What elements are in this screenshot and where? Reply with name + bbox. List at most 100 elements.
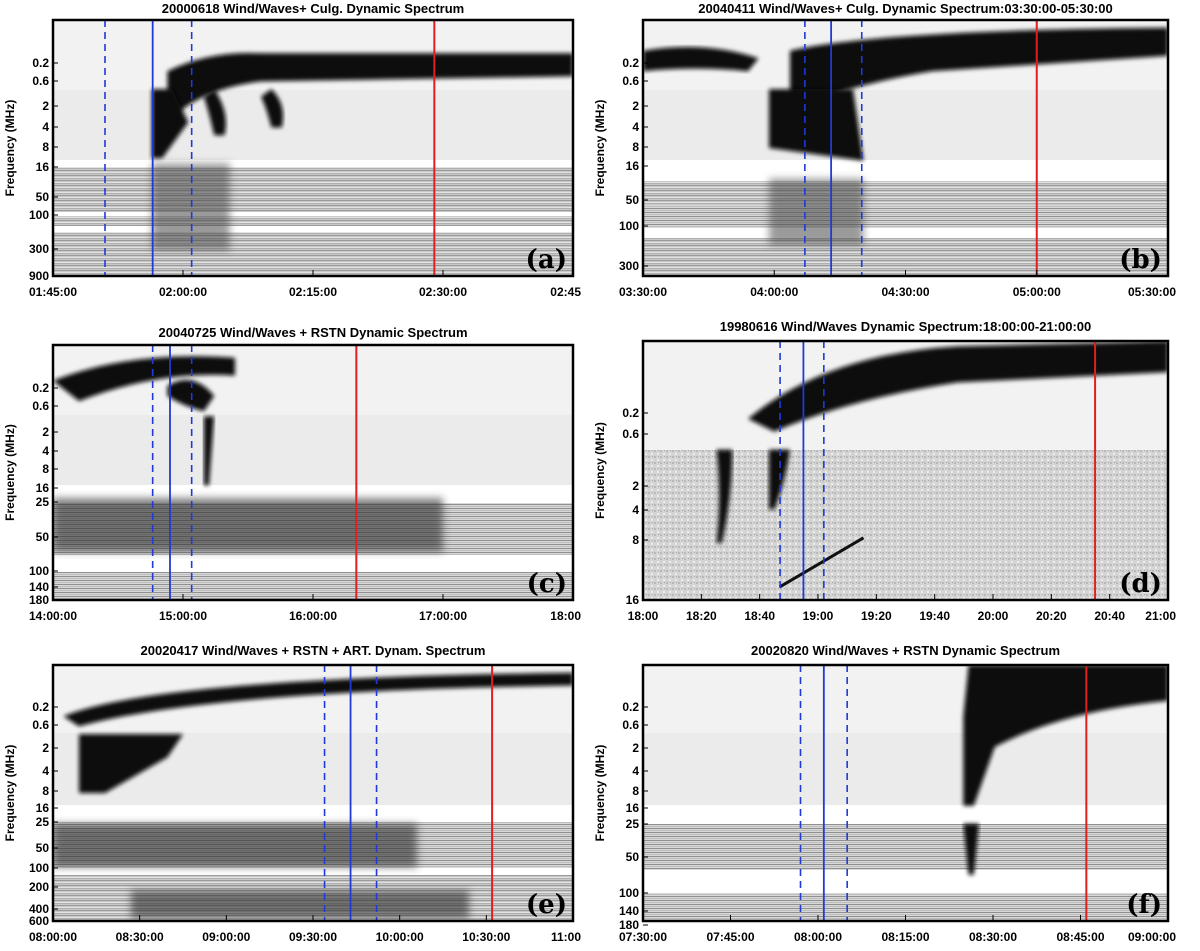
y-tick-label: 16 (626, 801, 640, 815)
spectrogram (643, 341, 1168, 600)
panel-letter: (d) (1119, 569, 1162, 599)
frequency-band (643, 181, 1168, 205)
x-tick-label: 08:00:00 (794, 930, 842, 944)
panel-letter: (b) (1119, 245, 1162, 275)
x-tick-label: 19:00 (803, 609, 834, 623)
x-tick-label: 02:45 (550, 285, 581, 299)
x-tick-label: 04:00:00 (750, 285, 798, 299)
y-tick-label: 16 (626, 593, 640, 607)
frequency-band (53, 90, 573, 160)
radio-burst (643, 46, 759, 72)
y-tick-label: 180 (29, 593, 49, 607)
y-tick-label: 0.2 (622, 56, 639, 70)
y-tick-label: 140 (29, 580, 49, 594)
y-tick-label: 100 (29, 564, 49, 578)
y-tick-label: 100 (619, 886, 639, 900)
radio-burst (151, 89, 189, 159)
y-tick-label: 180 (619, 918, 639, 932)
x-tick-label: 09:30:00 (289, 930, 337, 944)
frequency-band (53, 212, 573, 216)
panel-title: 20020820 Wind/Waves + RSTN Dynamic Spect… (751, 643, 1060, 658)
frequency-band (643, 238, 1168, 276)
frequency-band (643, 90, 1168, 160)
radio-burst (769, 89, 864, 161)
y-tick-label: 100 (29, 208, 49, 222)
y-tick-label: 50 (626, 193, 640, 207)
x-tick-label: 07:30:00 (619, 930, 667, 944)
y-tick-label: 2 (42, 99, 49, 113)
y-axis-label: Frequency (MHz) (3, 100, 17, 197)
x-tick-label: 21:00 (1145, 609, 1176, 623)
panel-b: 20040411 Wind/Waves+ Culg. Dynamic Spect… (593, 1, 1176, 299)
y-tick-label: 4 (42, 764, 49, 778)
y-tick-label: 2 (42, 425, 49, 439)
y-tick-label: 4 (632, 503, 639, 517)
x-tick-label: 20:20 (1036, 609, 1067, 623)
y-axis-label: Frequency (MHz) (3, 424, 17, 521)
y-tick-label: 200 (29, 880, 49, 894)
frequency-band (53, 805, 573, 822)
panel-title: 20000618 Wind/Waves+ Culg. Dynamic Spect… (162, 1, 465, 16)
radio-burst (963, 665, 1168, 806)
burst-emission (53, 823, 417, 868)
radio-burst (63, 672, 573, 727)
panel-title: 20040411 Wind/Waves+ Culg. Dynamic Spect… (698, 1, 1113, 16)
x-tick-label: 10:00:00 (376, 930, 424, 944)
frequency-band (643, 160, 1168, 181)
frequency-band (643, 805, 1168, 824)
y-tick-label: 8 (42, 784, 49, 798)
frequency-band (643, 870, 1168, 893)
x-tick-label: 04:30:00 (881, 285, 929, 299)
y-tick-label: 900 (29, 269, 49, 283)
panel-c: 20040725 Wind/Waves + RSTN Dynamic Spect… (3, 325, 581, 623)
y-tick-label: 16 (36, 801, 50, 815)
y-tick-label: 4 (42, 120, 49, 134)
x-tick-label: 18:40 (744, 609, 775, 623)
burst-emission (131, 890, 469, 919)
y-tick-label: 8 (632, 140, 639, 154)
panel-title: 20020417 Wind/Waves + RSTN + ART. Dynam.… (141, 643, 486, 658)
x-tick-label: 05:00:00 (1013, 285, 1061, 299)
radio-burst (53, 356, 235, 402)
x-tick-label: 02:00:00 (159, 285, 207, 299)
x-tick-label: 20:00 (978, 609, 1009, 623)
spectrogram (643, 665, 1168, 921)
burst-emission (151, 163, 230, 251)
panel-letter: (c) (527, 569, 567, 599)
x-tick-label: 15:00:00 (159, 609, 207, 623)
radio-burst (261, 89, 284, 128)
radio-burst (748, 341, 1168, 432)
y-tick-label: 16 (36, 481, 50, 495)
y-tick-label: 8 (42, 462, 49, 476)
frequency-band (643, 228, 1168, 238)
y-tick-label: 0.2 (32, 56, 49, 70)
frequency-band (53, 160, 573, 167)
y-tick-label: 0.2 (622, 406, 639, 420)
drifting-burst (778, 536, 865, 589)
frequency-band (53, 216, 573, 226)
radio-burst (79, 734, 183, 793)
x-tick-label: 19:40 (919, 609, 950, 623)
y-tick-label: 0.6 (622, 427, 639, 441)
panel-title: 19980616 Wind/Waves Dynamic Spectrum:18:… (720, 319, 1092, 334)
x-tick-label: 10:30:00 (462, 930, 510, 944)
panel-title: 20040725 Wind/Waves + RSTN Dynamic Spect… (159, 325, 468, 340)
y-tick-label: 4 (42, 444, 49, 458)
x-tick-label: 09:00:00 (202, 930, 250, 944)
frequency-band (643, 733, 1168, 805)
y-tick-label: 0.6 (32, 718, 49, 732)
x-tick-label: 18:00 (550, 609, 581, 623)
spectrogram (53, 20, 573, 276)
x-tick-label: 14:00:00 (29, 609, 77, 623)
y-tick-label: 100 (29, 861, 49, 875)
y-tick-label: 0.2 (32, 381, 49, 395)
x-tick-label: 09:00:00 (1128, 930, 1176, 944)
y-tick-label: 50 (626, 850, 640, 864)
burst-emission (53, 498, 443, 552)
frequency-band (53, 226, 573, 232)
y-tick-label: 16 (626, 159, 640, 173)
x-tick-label: 07:45:00 (706, 930, 754, 944)
y-tick-label: 400 (29, 902, 49, 916)
panel-letter: (a) (526, 245, 567, 275)
frequency-band (53, 232, 573, 276)
